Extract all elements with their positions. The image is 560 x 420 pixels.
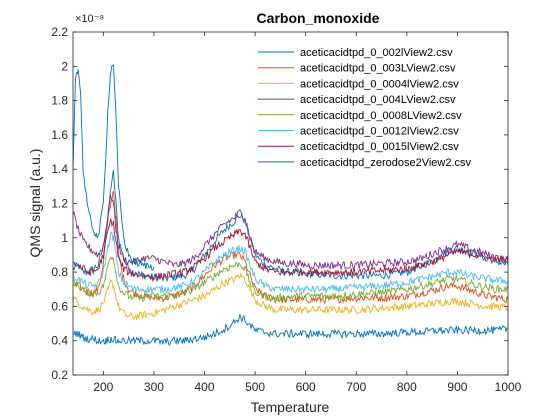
x-tick-label: 900 (447, 380, 467, 394)
series-line-4 (73, 194, 508, 271)
x-axis-label: Temperature (251, 399, 330, 415)
y-tick-label: 2.2 (51, 25, 68, 39)
series-line-8 (73, 314, 508, 347)
x-tick-label: 400 (194, 380, 214, 394)
x-tick-label: 300 (144, 380, 164, 394)
y-tick-label: 1.4 (51, 162, 68, 176)
y-tick-label: 0.8 (51, 265, 68, 279)
x-tick-label: 700 (346, 380, 366, 394)
legend-entry: aceticacidtpd_0_0004lView2.csv (300, 78, 459, 90)
legend-entry: aceticacidtpd_zerodose2View2.csv (300, 157, 472, 169)
legend-entry: aceticacidtpd_0_0008LView2.csv (300, 110, 462, 122)
series-layer (73, 63, 508, 347)
x-axis-ticks: 200 300 400 500 600 700 800 900 1000 (93, 32, 522, 394)
x-tick-label: 1000 (495, 380, 522, 394)
y-tick-label: 1.2 (51, 197, 68, 211)
y-tick-label: 1.8 (51, 94, 68, 108)
extra-series-early-peak (73, 63, 155, 271)
y-tick-label: 2 (61, 59, 68, 73)
y-tick-label: 0.2 (51, 368, 68, 382)
series-line-3 (73, 273, 508, 321)
series-line-6 (73, 231, 508, 295)
chart-title: Carbon_monoxide (257, 10, 380, 26)
y-tick-label: 0.4 (51, 334, 68, 348)
legend-entry: aceticacidtpd_0_0015lView2.csv (300, 141, 459, 153)
y-tick-label: 1.6 (51, 128, 68, 142)
plot-area (73, 32, 508, 375)
series-line-5 (73, 256, 508, 303)
x-tick-label: 500 (245, 380, 265, 394)
y-tick-label: 1 (61, 231, 68, 245)
y-axis-ticks: 0.2 0.4 0.6 0.8 1 1.2 1.4 1.6 1.8 2 2.2 (51, 25, 508, 382)
y-tick-label: 0.6 (51, 299, 68, 313)
legend-entry: aceticacidtpd_0_004LView2.csv (300, 94, 456, 106)
x-tick-label: 600 (296, 380, 316, 394)
series-line-7 (73, 217, 508, 283)
legend-entry: aceticacidtpd_0_003LView2.csv (300, 63, 456, 75)
x-tick-label: 800 (397, 380, 417, 394)
x-tick-label: 200 (93, 380, 113, 394)
y-axis-label: QMS signal (a.u.) (27, 149, 43, 258)
y-exponent-label: ×10⁻⁸ (75, 13, 104, 25)
legend: aceticacidtpd_0_002lView2.csv aceticacidt… (258, 47, 472, 169)
legend-entry: aceticacidtpd_0_0012lView2.csv (300, 126, 459, 138)
legend-entry: aceticacidtpd_0_002lView2.csv (300, 47, 453, 59)
